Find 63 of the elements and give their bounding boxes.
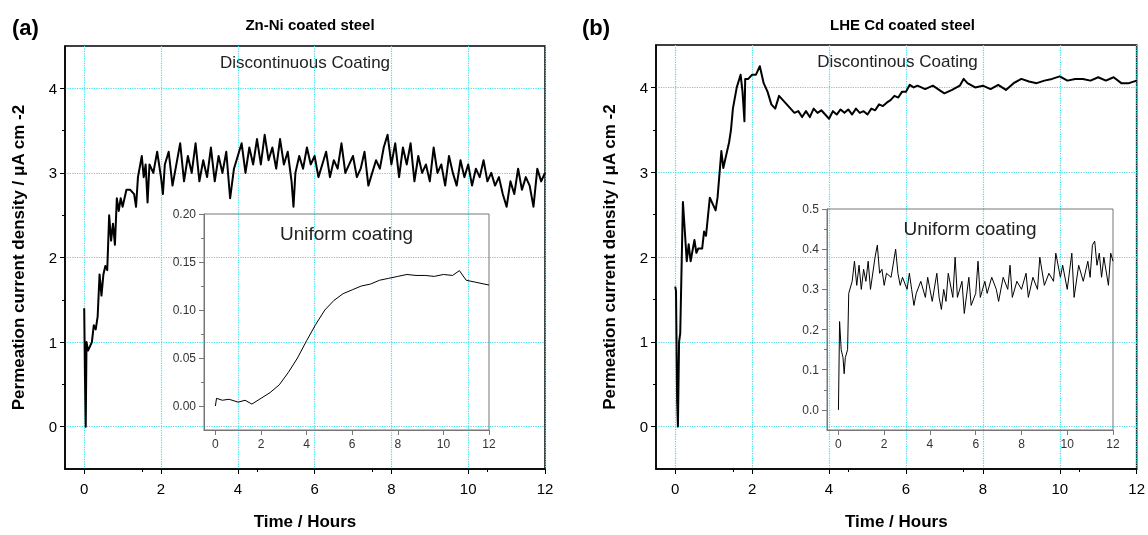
x-tick-label: 8 <box>1018 437 1026 451</box>
x-tick-label: 4 <box>926 437 934 451</box>
y-tick-label: 1 <box>48 333 57 351</box>
y-tick-label: 0.0 <box>802 402 820 417</box>
y-axis-title: Permeation current density / μA cm -2 <box>600 104 619 410</box>
x-tick-label: 4 <box>233 480 242 497</box>
x-tick-label: 6 <box>972 437 980 451</box>
y-tick-label: 0.00 <box>172 399 197 413</box>
x-tick-label: 8 <box>978 480 988 497</box>
x-tick-label: 12 <box>482 437 496 451</box>
chart-title: Zn-Ni coated steel <box>245 16 375 33</box>
y-tick-label: 0.15 <box>172 255 197 269</box>
y-tick-label: 0.5 <box>802 202 820 216</box>
x-tick-label: 10 <box>1051 480 1069 497</box>
x-tick-label: 12 <box>1106 437 1120 451</box>
text: (a) <box>12 14 39 40</box>
line-series <box>214 270 490 407</box>
annotation: Uniform coating <box>279 223 414 244</box>
x-tick-label: 6 <box>901 480 911 497</box>
annotation: Discontinous Coating <box>817 52 978 71</box>
x-tick-label: 8 <box>394 437 402 451</box>
x-tick-label: 6 <box>310 480 319 497</box>
x-tick-label: 2 <box>257 437 265 451</box>
x-tick-label: 2 <box>156 480 166 497</box>
y-tick-label: 1 <box>639 333 648 351</box>
x-tick-label: 0 <box>835 437 843 451</box>
y-tick-label: 0.05 <box>172 351 197 365</box>
x-tick-label: 4 <box>824 480 834 497</box>
annotation: Discontinuous Coating <box>219 53 391 72</box>
y-axis-title: Permeation current density / μA cm -2 <box>9 104 28 411</box>
y-tick-label: 0 <box>48 418 57 436</box>
y-tick-label: 2 <box>639 248 648 266</box>
x-axis-title: Time / Hours <box>253 512 357 531</box>
x-tick-label: 2 <box>747 480 757 497</box>
x-tick-label: 10 <box>1060 437 1075 451</box>
y-tick-label: 4 <box>639 78 648 96</box>
y-tick-label: 4 <box>48 79 57 97</box>
x-tick-label: 10 <box>459 480 477 497</box>
y-tick-label: 0.4 <box>802 242 820 257</box>
line-series <box>837 240 1114 411</box>
y-tick-label: 0 <box>639 418 648 436</box>
y-tick-label: 0.3 <box>802 282 820 297</box>
x-tick-label: 8 <box>387 480 396 497</box>
y-tick-label: 0.2 <box>802 322 820 337</box>
chart-title: LHE Cd coated steel <box>829 16 976 33</box>
x-tick-label: 0 <box>212 437 220 451</box>
x-tick-label: 2 <box>880 437 888 451</box>
x-tick-label: 12 <box>536 480 554 497</box>
y-tick-label: 3 <box>48 164 57 182</box>
y-tick-label: 0.1 <box>802 362 820 377</box>
x-tick-label: 4 <box>303 437 311 451</box>
y-tick-label: 0.20 <box>172 207 197 221</box>
y-tick-label: 2 <box>48 249 57 266</box>
x-tick-label: 6 <box>348 437 356 451</box>
y-tick-label: 0.10 <box>172 303 197 317</box>
y-tick-label: 3 <box>639 163 648 181</box>
x-tick-label: 10 <box>436 437 451 451</box>
annotation: Uniform coating <box>903 218 1037 239</box>
x-tick-label: 12 <box>1128 480 1145 497</box>
text: (b) <box>582 14 611 40</box>
x-tick-label: 0 <box>80 480 89 497</box>
x-axis-title: Time / Hours <box>845 512 948 531</box>
x-tick-label: 0 <box>671 480 680 497</box>
